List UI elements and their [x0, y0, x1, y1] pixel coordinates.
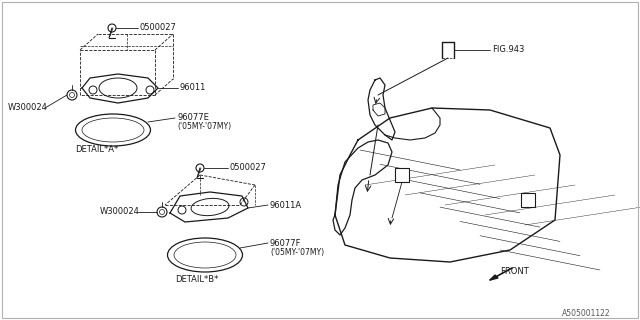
Text: DETAIL*A*: DETAIL*A* — [75, 146, 118, 155]
FancyBboxPatch shape — [395, 168, 409, 182]
Text: W300024: W300024 — [8, 103, 48, 113]
Text: ('05MY-'07MY): ('05MY-'07MY) — [177, 123, 231, 132]
Text: W300024: W300024 — [100, 207, 140, 217]
Text: 96077F: 96077F — [270, 238, 301, 247]
Text: B: B — [525, 196, 531, 204]
Text: 0500027: 0500027 — [140, 23, 177, 33]
Text: FIG.943: FIG.943 — [492, 45, 524, 54]
Text: DETAIL*B*: DETAIL*B* — [175, 276, 218, 284]
Polygon shape — [490, 275, 498, 280]
Text: A: A — [399, 171, 406, 180]
Text: A505001122: A505001122 — [562, 308, 611, 317]
Text: ('05MY-'07MY): ('05MY-'07MY) — [270, 247, 324, 257]
FancyBboxPatch shape — [521, 193, 535, 207]
Text: 96011: 96011 — [180, 84, 206, 92]
Text: 0500027: 0500027 — [230, 164, 267, 172]
Text: 96077E: 96077E — [177, 114, 209, 123]
Text: FRONT: FRONT — [500, 268, 529, 276]
Text: 96011A: 96011A — [270, 201, 302, 210]
